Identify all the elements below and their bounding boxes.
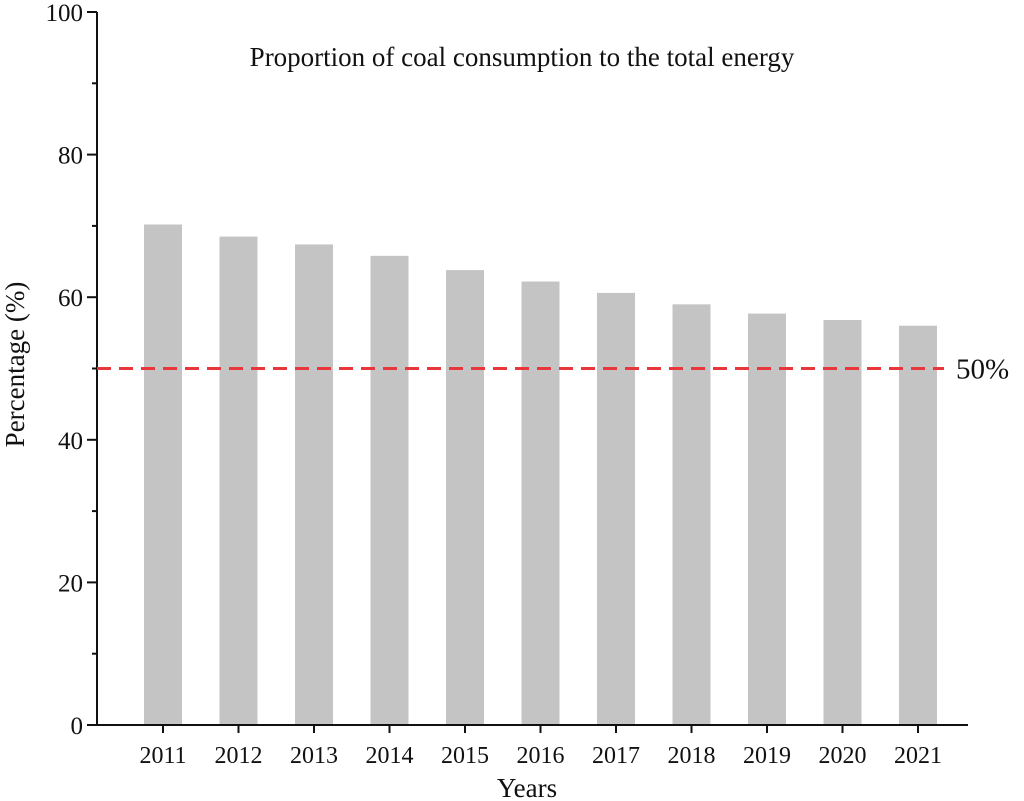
- y-ticks-group: 0 20 40 60 80 100: [46, 0, 97, 740]
- bars-group: [144, 224, 937, 726]
- bar-2016: [521, 281, 560, 725]
- x-tick-label: 2021: [894, 743, 942, 769]
- x-tick-label: 2018: [668, 743, 716, 769]
- y-tick-label: 20: [58, 570, 83, 597]
- reference-line-label: 50%: [956, 354, 1009, 386]
- y-tick-label: 40: [58, 428, 83, 455]
- y-tick-label: 80: [58, 143, 83, 170]
- x-tick-label: 2012: [215, 743, 263, 769]
- x-tick-label: 2020: [819, 743, 867, 769]
- chart-title: Proportion of coal consumption to the to…: [250, 42, 795, 72]
- x-ticks-group: 2011 2012 2013 2014 2015 2016 2017 2018 2019 2020…: [139, 725, 942, 769]
- x-tick-label: 2014: [366, 743, 414, 769]
- x-axis-title: Years: [497, 773, 557, 801]
- bar-2013: [295, 244, 333, 726]
- bar-2021: [899, 325, 937, 725]
- x-tick-label: 2017: [592, 743, 640, 769]
- bar-2020: [823, 320, 862, 725]
- x-tick-label: 2019: [743, 743, 791, 769]
- x-tick-label: 2013: [290, 743, 338, 769]
- x-tick-label: 2015: [441, 743, 489, 769]
- bar-2018: [672, 304, 711, 725]
- y-tick-label: 100: [46, 0, 84, 27]
- bar-2015: [446, 270, 484, 725]
- bar-2019: [748, 313, 786, 725]
- y-axis-title: Percentage (%): [0, 282, 30, 448]
- bar-2012: [219, 236, 258, 725]
- x-tick-label: 2016: [517, 743, 565, 769]
- bar-2017: [597, 292, 635, 725]
- x-tick-label: 2011: [139, 743, 186, 769]
- bar-2011: [144, 224, 182, 725]
- y-tick-label: 60: [58, 285, 83, 312]
- y-tick-label: 0: [71, 713, 84, 740]
- bar-2014: [370, 255, 409, 725]
